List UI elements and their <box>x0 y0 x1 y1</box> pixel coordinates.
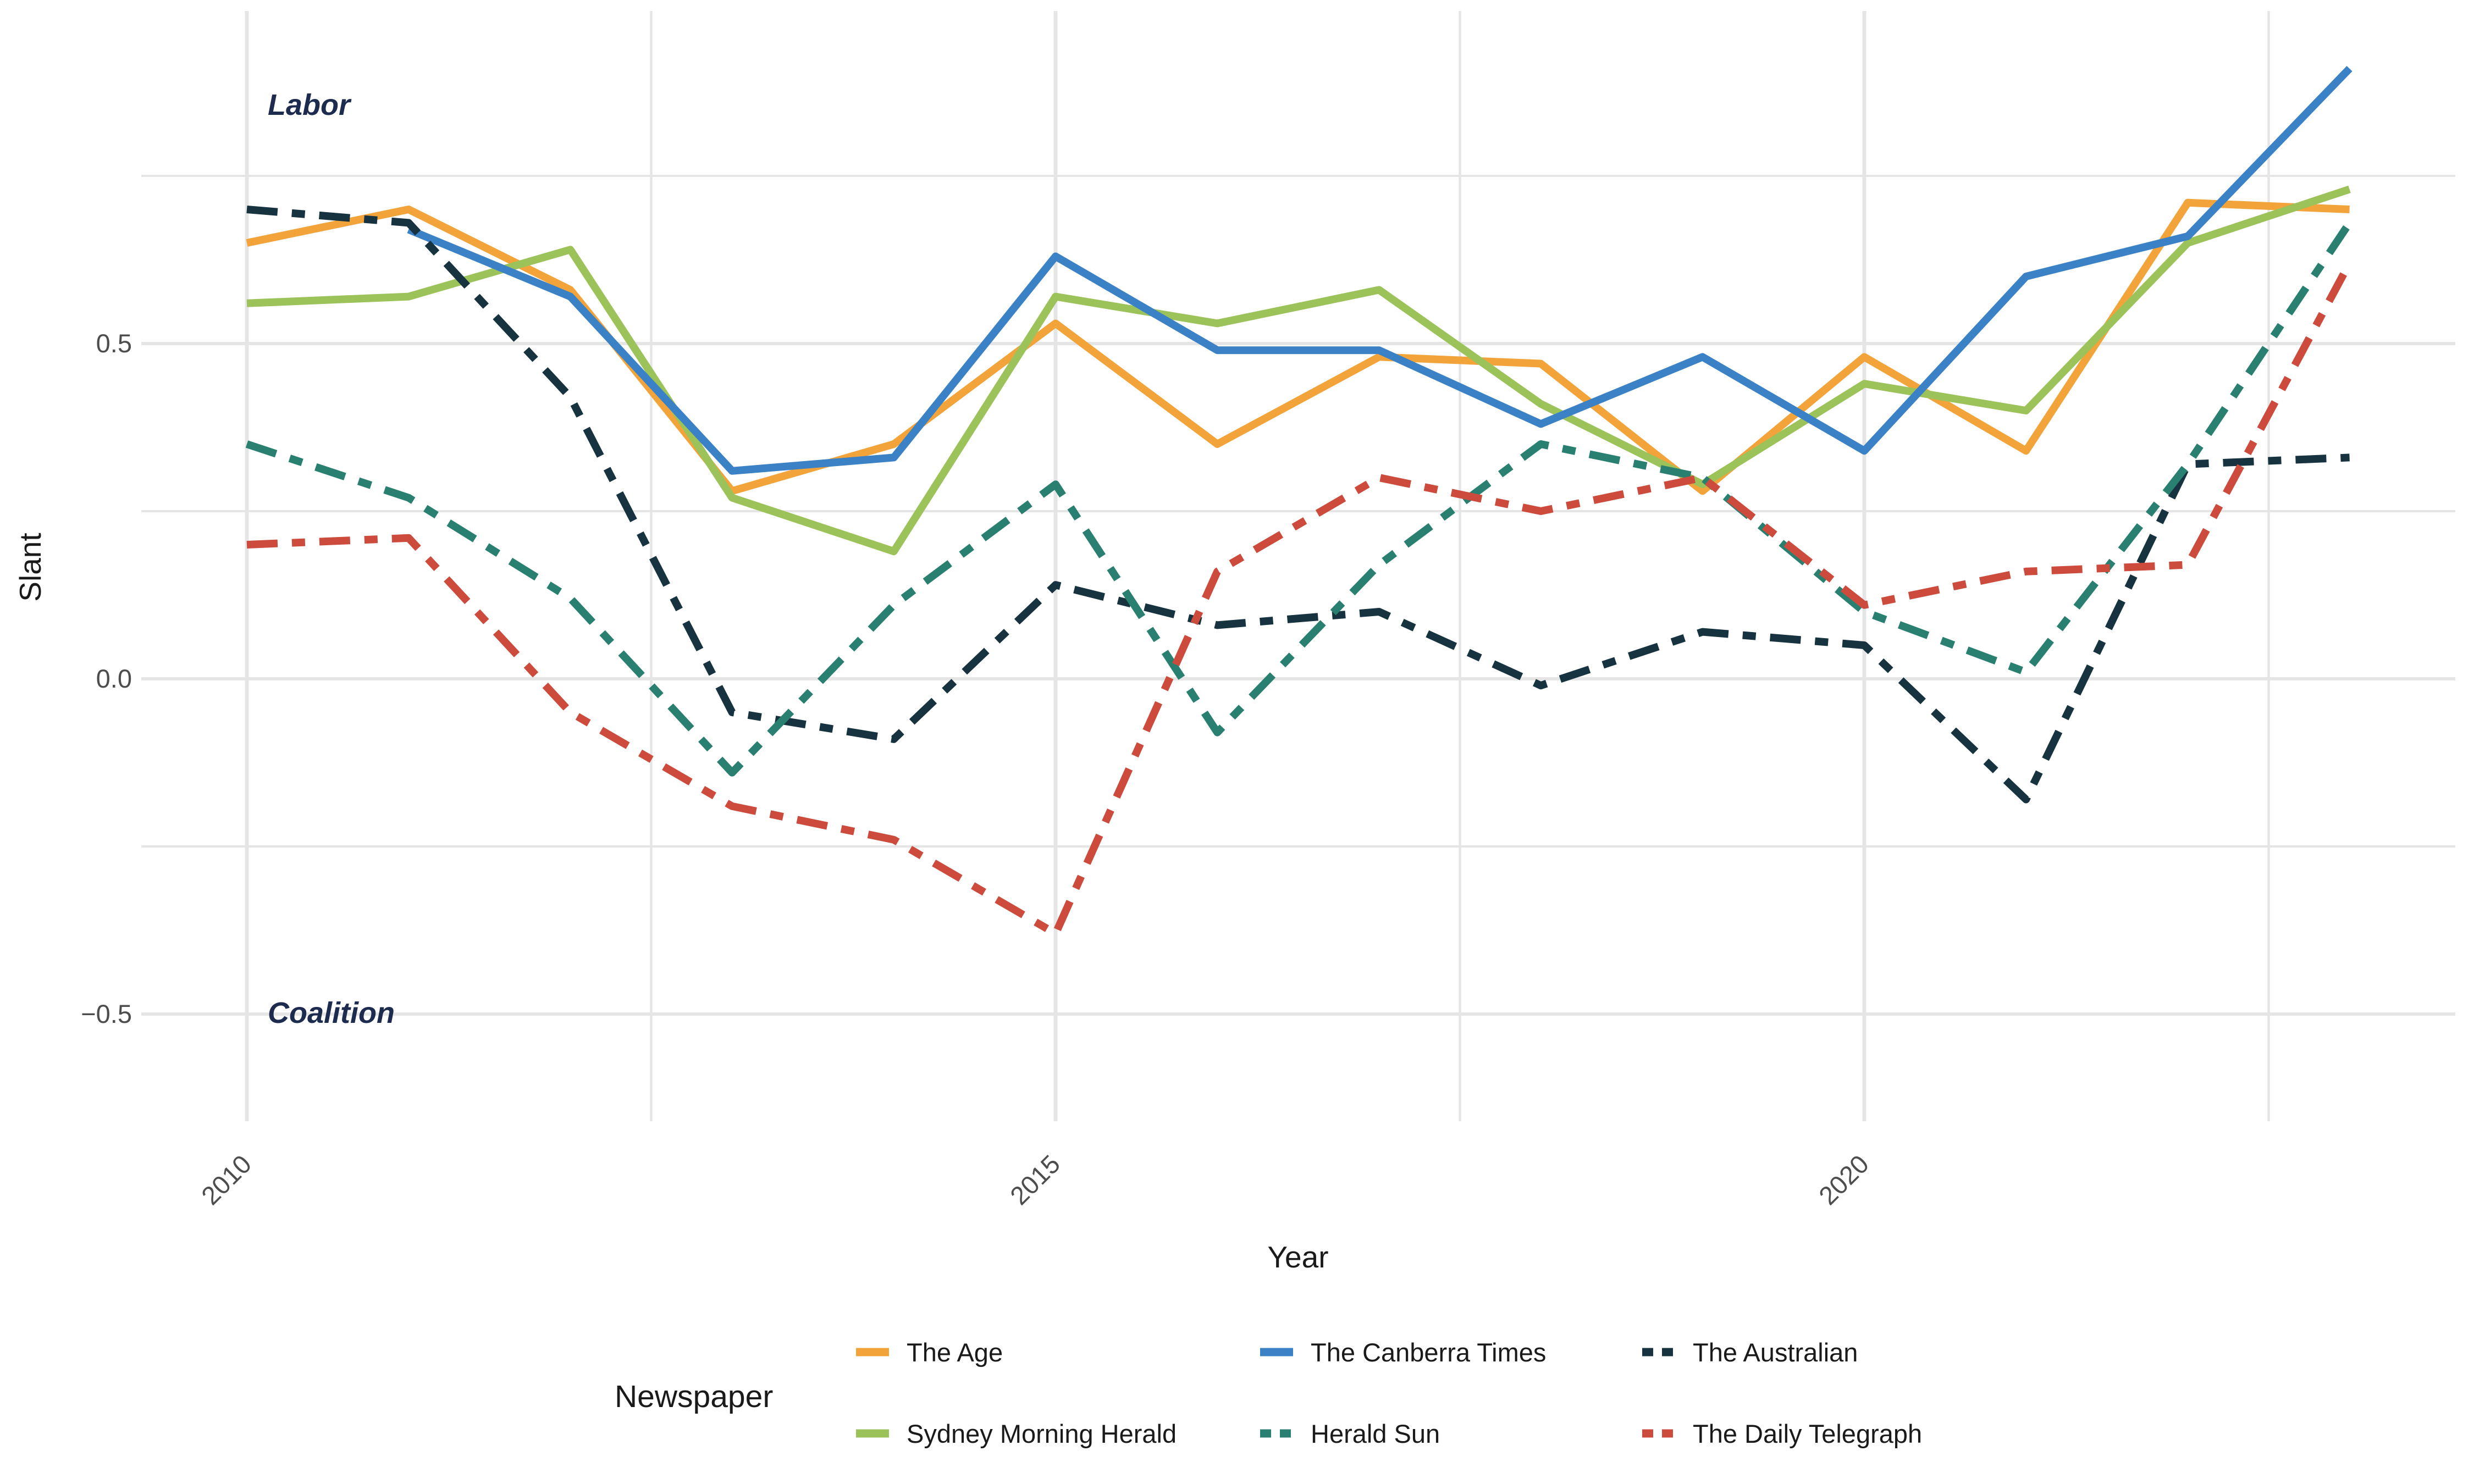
the-age-key-icon <box>856 1348 889 1356</box>
legend-label: Sydney Morning Herald <box>907 1419 1177 1448</box>
y-tick-0.5: 0.5 <box>96 329 132 358</box>
labor-annotation: Labor <box>268 88 351 121</box>
x-axis-title: Year <box>1267 1240 1329 1274</box>
legend-entry-the-age: The Age <box>855 1337 1003 1367</box>
herald-sun-key-icon <box>1260 1429 1293 1438</box>
legend-title: Newspaper <box>615 1379 774 1414</box>
series-line-sydney-morning-herald <box>246 185 2351 556</box>
y-axis-title: Slant <box>13 533 47 602</box>
legend-label: The Canberra Times <box>1311 1337 1547 1367</box>
legend-entry-the-daily-telegraph: The Daily Telegraph <box>1641 1419 1923 1448</box>
the-daily-telegraph-key-icon <box>1642 1429 1675 1438</box>
legend-entry-herald-sun: Herald Sun <box>1259 1419 1440 1448</box>
legend-label: The Daily Telegraph <box>1693 1419 1923 1448</box>
legend-label: The Australian <box>1693 1337 1858 1367</box>
legend-entry-sydney-morning-herald: Sydney Morning Herald <box>855 1419 1177 1448</box>
sydney-morning-herald-key-icon <box>856 1429 889 1438</box>
y-tick-neg-0.5: −0.5 <box>81 999 132 1028</box>
coalition-annotation: Coalition <box>268 996 395 1029</box>
series-line-the-australian <box>246 206 2350 804</box>
legend-entry-the-canberra-times: The Canberra Times <box>1259 1337 1547 1367</box>
legend-entry-the-australian: The Australian <box>1641 1337 1858 1367</box>
the-canberra-times-key-icon <box>1260 1348 1293 1356</box>
the-australian-key-icon <box>1642 1348 1675 1356</box>
series-line-the-canberra-times <box>407 65 2352 475</box>
series-line-the-daily-telegraph <box>246 261 2353 938</box>
legend-label: The Age <box>907 1337 1003 1367</box>
legend-label: Herald Sun <box>1311 1419 1440 1448</box>
y-tick-0.0: 0.0 <box>96 664 132 693</box>
